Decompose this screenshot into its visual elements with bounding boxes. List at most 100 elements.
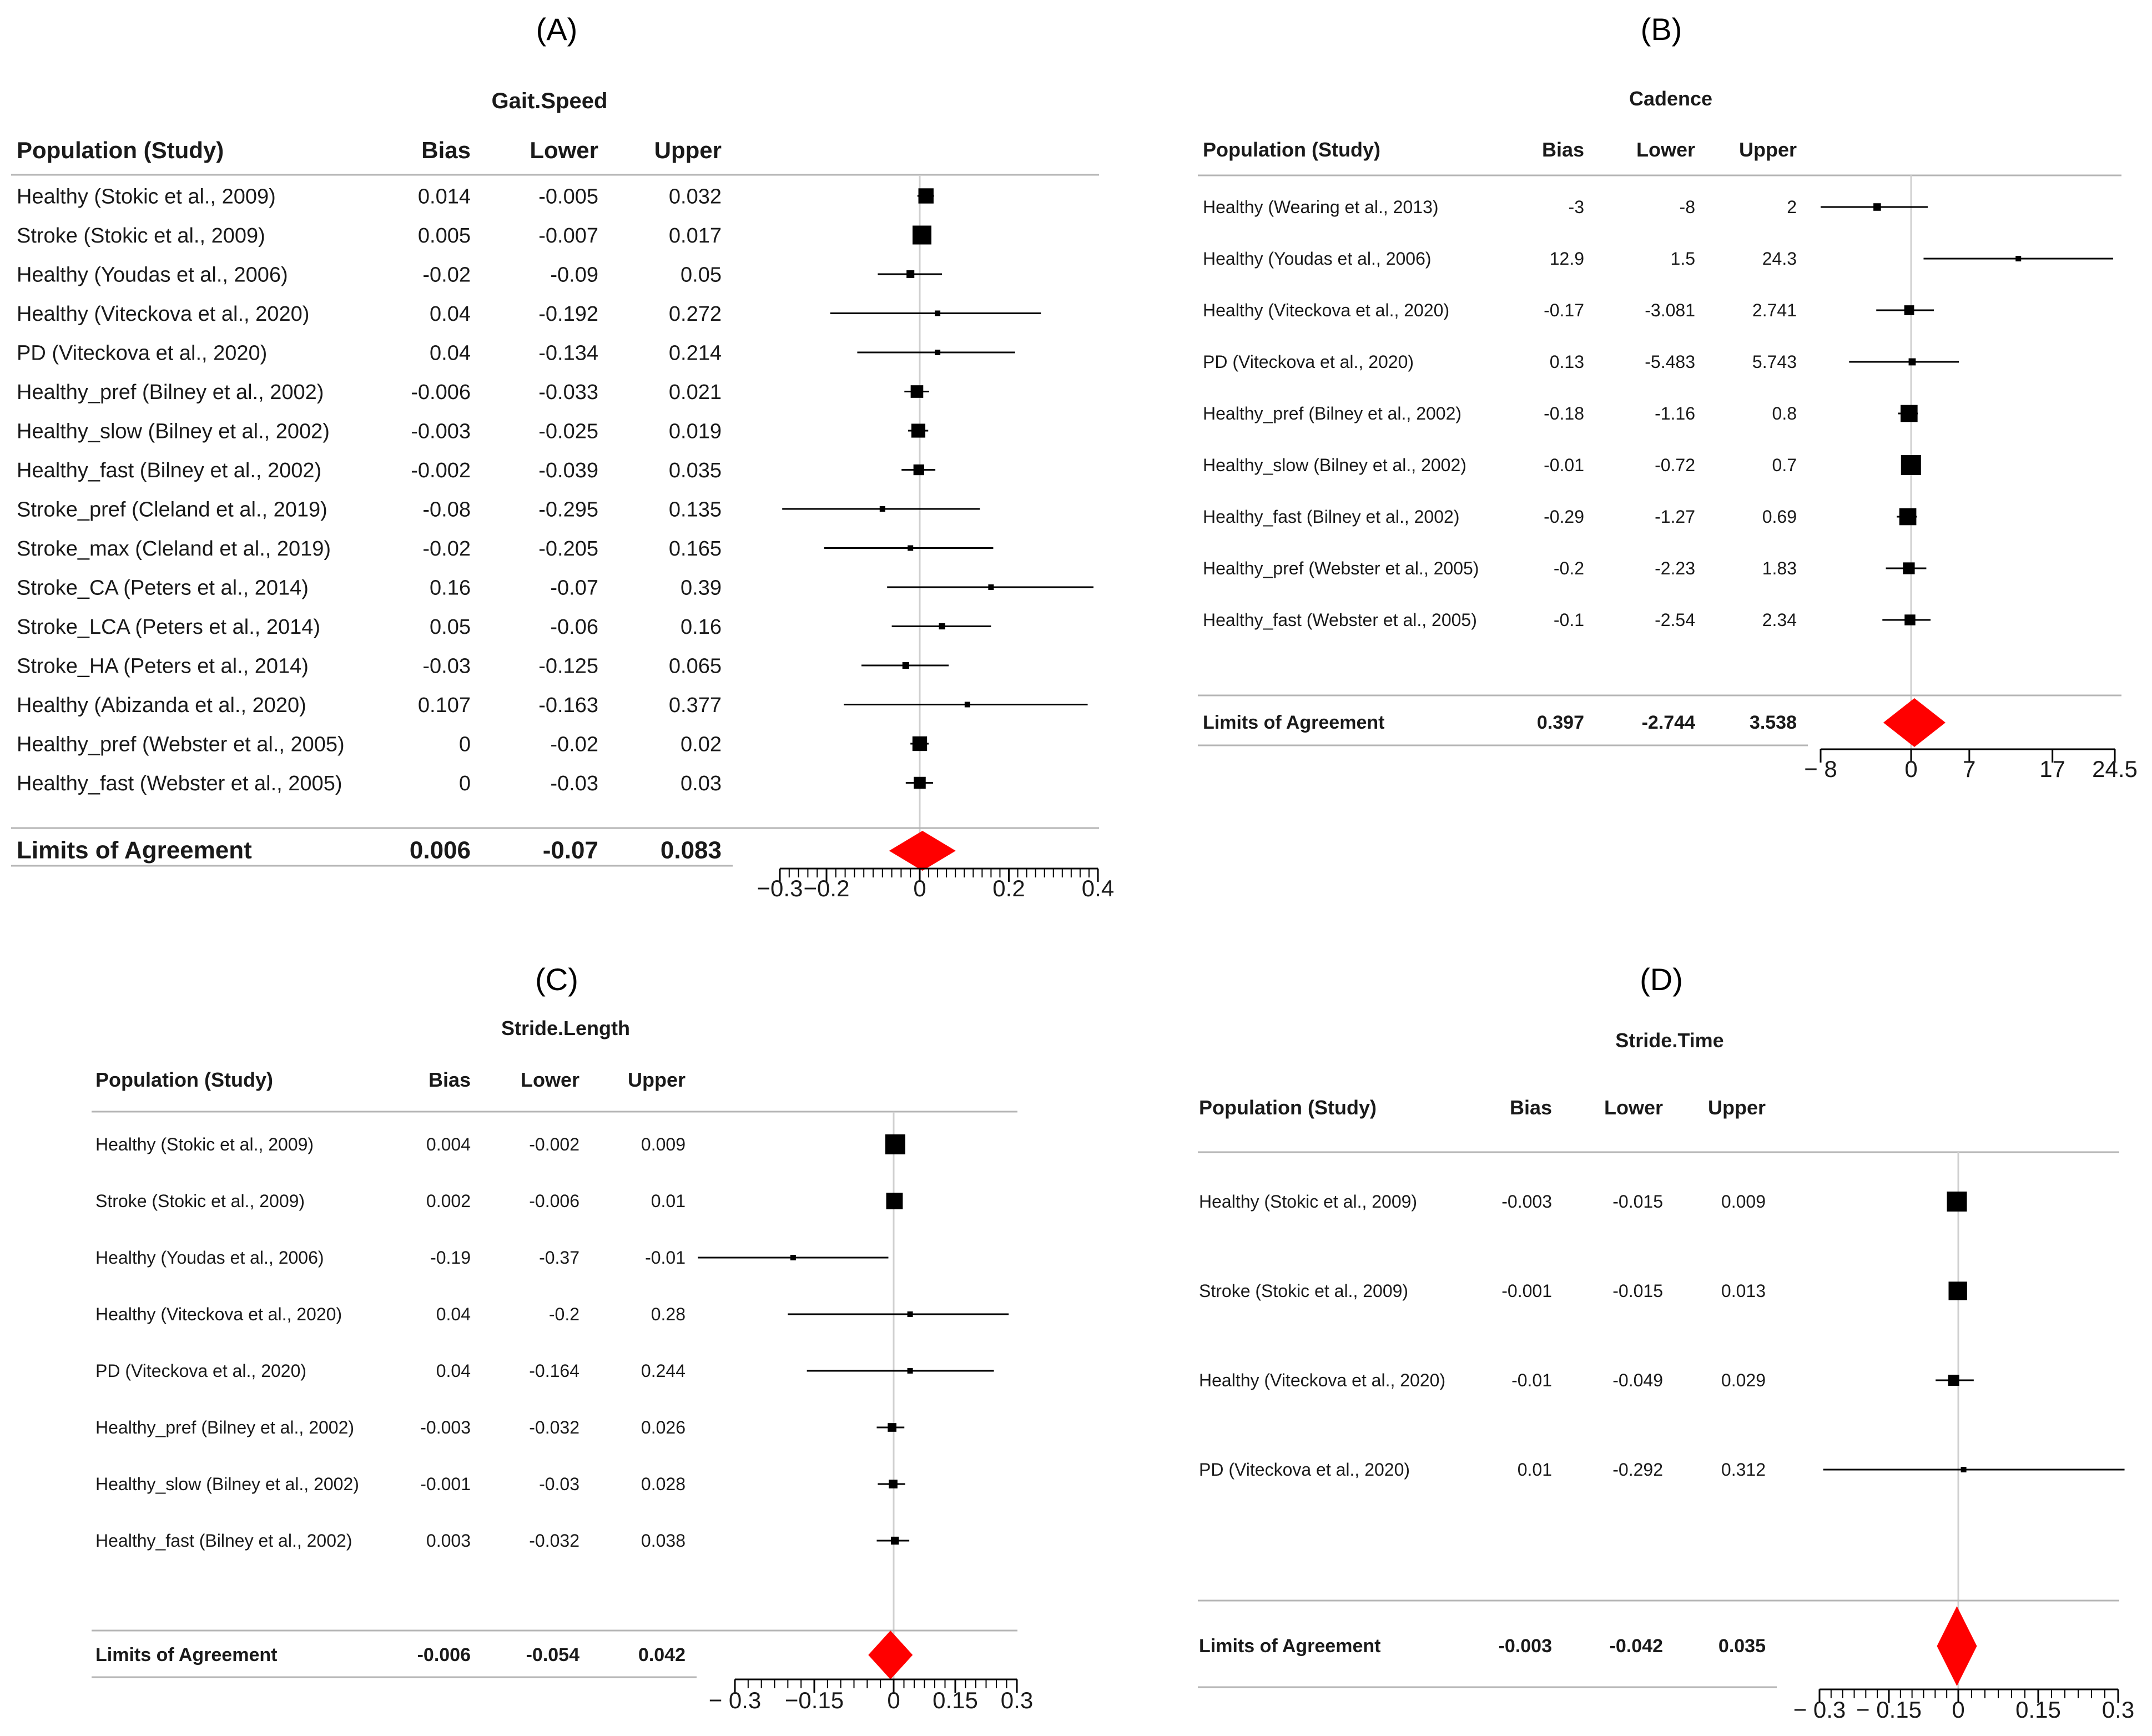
row-upper-value: 24.3 <box>1762 249 1797 269</box>
summary-lower-value: -0.07 <box>543 836 598 864</box>
row-lower-value: -0.292 <box>1612 1460 1663 1480</box>
column-header-study: Population (Study) <box>17 137 224 163</box>
row-bias-value: -0.03 <box>422 654 471 678</box>
panel-a: (A) Gait.Speed Population (Study) Bias Lowe… <box>0 0 1114 901</box>
summary-bias-value: 0.006 <box>410 836 471 864</box>
row-bias-value: 0.014 <box>418 185 471 208</box>
row-study-label: Healthy_fast (Bilney et al., 2002) <box>95 1531 352 1551</box>
row-study-label: Healthy_pref (Bilney et al., 2002) <box>95 1417 354 1437</box>
row-study-label: Healthy_fast (Webster et al., 2005) <box>17 772 342 795</box>
row-lower-value: -0.2 <box>549 1304 579 1324</box>
row-upper-value: 0.021 <box>669 381 722 404</box>
row-study-label: Healthy_slow (Bilney et al., 2002) <box>17 420 330 443</box>
summary-upper-value: 0.035 <box>1718 1636 1766 1657</box>
row-bias-value: -0.003 <box>420 1417 471 1437</box>
forest-plot-gait-speed: Gait.Speed Population (Study) Bias Lower Upp… <box>11 89 1114 901</box>
row-bias-value: 0 <box>459 733 471 756</box>
row-bias-value: 0.002 <box>426 1191 471 1211</box>
row-lower-value: -0.002 <box>529 1134 579 1154</box>
row-study-label: Healthy (Viteckova et al., 2020) <box>17 302 309 326</box>
bias-point-square <box>1899 508 1917 526</box>
row-upper-value: 0.009 <box>1721 1192 1766 1212</box>
row-bias-value: 0.04 <box>436 1361 471 1381</box>
row-lower-value: -0.015 <box>1612 1281 1663 1301</box>
row-upper-value: 0.065 <box>669 654 722 678</box>
summary-label: Limits of Agreement <box>17 836 252 864</box>
row-study-label: Stroke_HA (Peters et al., 2014) <box>17 654 309 678</box>
bias-point-square <box>935 350 941 355</box>
bias-point-square <box>988 584 994 590</box>
bias-point-square <box>912 736 928 751</box>
row-study-label: Healthy (Stokic et al., 2009) <box>17 185 276 208</box>
x-axis-tick-label: 17 <box>2039 756 2065 782</box>
row-upper-value: 0.035 <box>669 459 722 482</box>
column-header-study: Population (Study) <box>1203 138 1380 161</box>
row-study-label: Healthy (Viteckova et al., 2020) <box>1199 1370 1445 1390</box>
bias-point-square <box>939 623 945 630</box>
x-axis-tick-label: 0.3 <box>2102 1697 2134 1723</box>
row-lower-value: -0.015 <box>1612 1192 1663 1212</box>
row-lower-value: -3.081 <box>1645 300 1695 320</box>
forest-plot-stride-time: Stride.Time Population (Study) Bias Lower Up… <box>1198 1029 2134 1723</box>
row-study-label: Healthy (Viteckova et al., 2020) <box>95 1304 342 1324</box>
column-header-upper: Upper <box>654 137 722 163</box>
bias-point-square <box>1904 614 1916 625</box>
row-bias-value: 0.04 <box>430 341 471 365</box>
row-study-label: Healthy_slow (Bilney et al., 2002) <box>95 1474 359 1494</box>
row-lower-value: -0.007 <box>538 224 598 248</box>
column-header-upper: Upper <box>1739 138 1797 161</box>
column-header-upper: Upper <box>628 1068 686 1091</box>
panel-c: (C) Stride.Length Population (Study) Bias L… <box>0 899 1076 1736</box>
x-axis-tick-label: − 8 <box>1804 756 1837 782</box>
x-axis-tick-label: 24.5 <box>2092 756 2138 782</box>
column-header-lower: Lower <box>1604 1096 1663 1119</box>
row-upper-value: 0.013 <box>1721 1281 1766 1301</box>
x-axis-tick-label: 0 <box>913 875 926 901</box>
bias-point-square <box>891 1536 899 1545</box>
row-upper-value: 0.16 <box>681 615 722 639</box>
panel-d: (D) Stride.Time Population (Study) Bias Low… <box>1076 899 2152 1736</box>
row-study-label: Healthy_fast (Bilney et al., 2002) <box>17 459 321 482</box>
bias-point-square <box>913 464 925 476</box>
bias-point-square <box>910 385 924 398</box>
row-lower-value: -0.125 <box>538 654 598 678</box>
row-bias-value: -0.001 <box>420 1474 471 1494</box>
row-bias-value: 0 <box>459 772 471 795</box>
x-axis-tick-label: − 0.3 <box>709 1687 762 1713</box>
row-study-label: Healthy (Youdas et al., 2006) <box>95 1248 324 1268</box>
row-lower-value: -0.06 <box>550 615 598 639</box>
column-header-bias: Bias <box>421 137 471 163</box>
row-lower-value: -0.032 <box>529 1417 579 1437</box>
row-bias-value: -0.02 <box>422 537 471 561</box>
row-lower-value: -0.033 <box>538 381 598 404</box>
row-upper-value: 0.05 <box>681 263 722 286</box>
row-bias-value: 12.9 <box>1550 249 1584 269</box>
bias-point-square <box>885 1134 905 1154</box>
row-study-label: Stroke_pref (Cleland et al., 2019) <box>17 498 327 521</box>
row-bias-value: -0.003 <box>1501 1192 1552 1212</box>
row-upper-value: 0.214 <box>669 341 722 365</box>
column-header-lower: Lower <box>521 1068 579 1091</box>
row-lower-value: -0.134 <box>538 341 598 365</box>
row-bias-value: 0.004 <box>426 1134 471 1154</box>
row-bias-value: -0.18 <box>1544 403 1584 423</box>
row-upper-value: 0.017 <box>669 224 722 248</box>
row-bias-value: -0.29 <box>1544 507 1584 527</box>
row-study-label: Healthy (Viteckova et al., 2020) <box>1203 300 1449 320</box>
x-axis-tick-label: 7 <box>1963 756 1975 782</box>
row-upper-value: 5.743 <box>1752 352 1797 372</box>
row-study-label: PD (Viteckova et al., 2020) <box>95 1361 306 1381</box>
summary-lower-value: -2.744 <box>1642 712 1695 733</box>
column-header-bias: Bias <box>429 1068 471 1091</box>
row-study-label: Stroke_CA (Peters et al., 2014) <box>17 576 309 599</box>
row-bias-value: -0.01 <box>1511 1370 1552 1390</box>
row-lower-value: -1.16 <box>1655 403 1695 423</box>
row-bias-value: -0.1 <box>1554 610 1584 630</box>
row-upper-value: 0.39 <box>681 576 722 599</box>
bias-point-square <box>907 1368 913 1374</box>
summary-upper-value: 0.083 <box>661 836 722 864</box>
row-upper-value: 0.026 <box>641 1417 686 1437</box>
chart-title: Stride.Time <box>1615 1029 1723 1052</box>
row-upper-value: 0.01 <box>651 1191 686 1211</box>
row-upper-value: 0.312 <box>1721 1460 1766 1480</box>
